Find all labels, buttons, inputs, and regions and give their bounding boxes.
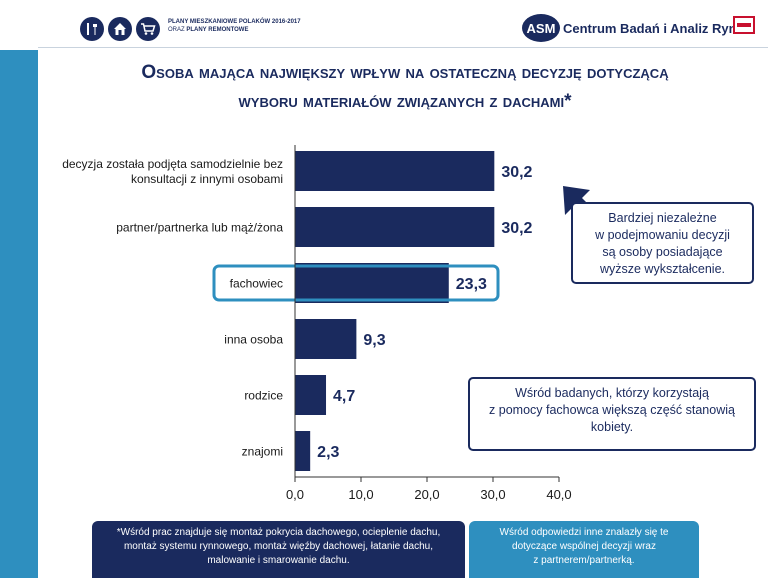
x-tick-label: 30,0 [480, 487, 505, 502]
footnote-works: *Wśród prac znajduje się montaż pokrycia… [92, 521, 465, 578]
left-accent-bar [0, 0, 38, 578]
category-label: decyzja została podjęta samodzielnie bez… [62, 157, 283, 186]
labels-layer: 30,2 decyzja została podjęta samodzielnie… [62, 157, 532, 461]
company-name: Centrum Badań i Analiz Rynku [563, 20, 752, 36]
bar-4 [295, 375, 327, 415]
cart-icon [136, 17, 160, 41]
survey-line-1: PLANY MIESZKANIOWE POLAKÓW 2016-2017 [168, 19, 301, 25]
value-label: 23,3 [456, 276, 487, 293]
callout-women-line: kobiety. [590, 420, 634, 434]
asm-logo: ASM Centrum Badań i Analiz Rynku [522, 14, 752, 42]
bar-0 [295, 151, 495, 191]
bars-layer [212, 151, 500, 471]
category-label: inna osoba [224, 333, 283, 347]
chart-title-line-2: wyboru materiałów związanych z dachami* [238, 91, 572, 112]
partner-logo [733, 16, 755, 38]
category-label: partner/partnerka lub mąż/żona [116, 221, 283, 235]
value-label: 4,7 [333, 388, 355, 405]
x-tick-label: 0,0 [286, 487, 304, 502]
callout-women-line: z pomocy fachowca większą część stanowią [489, 403, 735, 417]
value-label: 30,2 [501, 164, 532, 181]
header-icons [80, 17, 160, 41]
left-accent-bar-gap [0, 0, 38, 50]
footnote-works-line: montaż systemu rynnowego, montaż więźby … [123, 541, 434, 552]
callout-women: Wśród badanych, którzy korzystają z pomo… [468, 377, 756, 451]
footnote-other: Wśród odpowiedzi inne znalazły się te do… [469, 521, 699, 578]
survey-title: PLANY MIESZKANIOWE POLAKÓW 2016-2017 ORA… [168, 18, 301, 34]
asm-logo-circle: ASM [522, 14, 560, 42]
callout-education-line: w podejmowaniu decyzji [595, 228, 730, 242]
callout-women-line: Wśród badanych, którzy korzystają [515, 386, 709, 400]
value-label: 2,3 [317, 444, 339, 461]
partner-logo-mark [733, 16, 755, 34]
footnote-works-line: *Wśród prac znajduje się montaż pokrycia… [116, 527, 441, 538]
bar-5 [295, 431, 311, 471]
value-label: 9,3 [363, 332, 385, 349]
survey-line-2-prefix: ORAZ [168, 27, 187, 33]
footnote-other-line: dotyczące wspólnej decyzji wraz [512, 541, 656, 552]
bar-1 [295, 207, 495, 247]
value-label: 30,2 [501, 220, 532, 237]
x-tick-label: 20,0 [414, 487, 439, 502]
callout-education-line: Bardziej niezależne [608, 211, 717, 225]
house-icon [108, 17, 132, 41]
x-tick-label: 10,0 [348, 487, 373, 502]
chart-title-line-1: Osoba mająca największy wpływ na ostatec… [141, 62, 669, 83]
highlight-frame [212, 264, 500, 302]
chart-title: Osoba mająca największy wpływ na ostatec… [50, 58, 760, 116]
x-axis: 0,0 10,0 20,0 30,0 40,0 [286, 145, 572, 502]
callout-education: Bardziej niezależne w podejmowaniu decyz… [571, 202, 754, 284]
callout-education-line: są osoby posiadające [602, 245, 723, 259]
tools-icon [80, 17, 104, 41]
footnote-other-line: Wśród odpowiedzi inne znalazły się te [499, 527, 669, 538]
x-tick-label: 40,0 [546, 487, 571, 502]
bar-2 [295, 263, 449, 303]
category-label: rodzice [244, 389, 283, 403]
footnote-works-line: malowanie i smarowanie dachu. [207, 555, 350, 566]
category-label: znajomi [242, 445, 283, 459]
footnote-other-line: z partnerem/partnerką. [533, 555, 635, 566]
callout-education-line: wyższe wykształcenie. [599, 262, 726, 276]
survey-line-2-bold: PLANY REMONTOWE [186, 27, 249, 33]
category-label: fachowiec [230, 277, 283, 291]
bar-3 [295, 319, 357, 359]
header-divider [38, 47, 768, 48]
